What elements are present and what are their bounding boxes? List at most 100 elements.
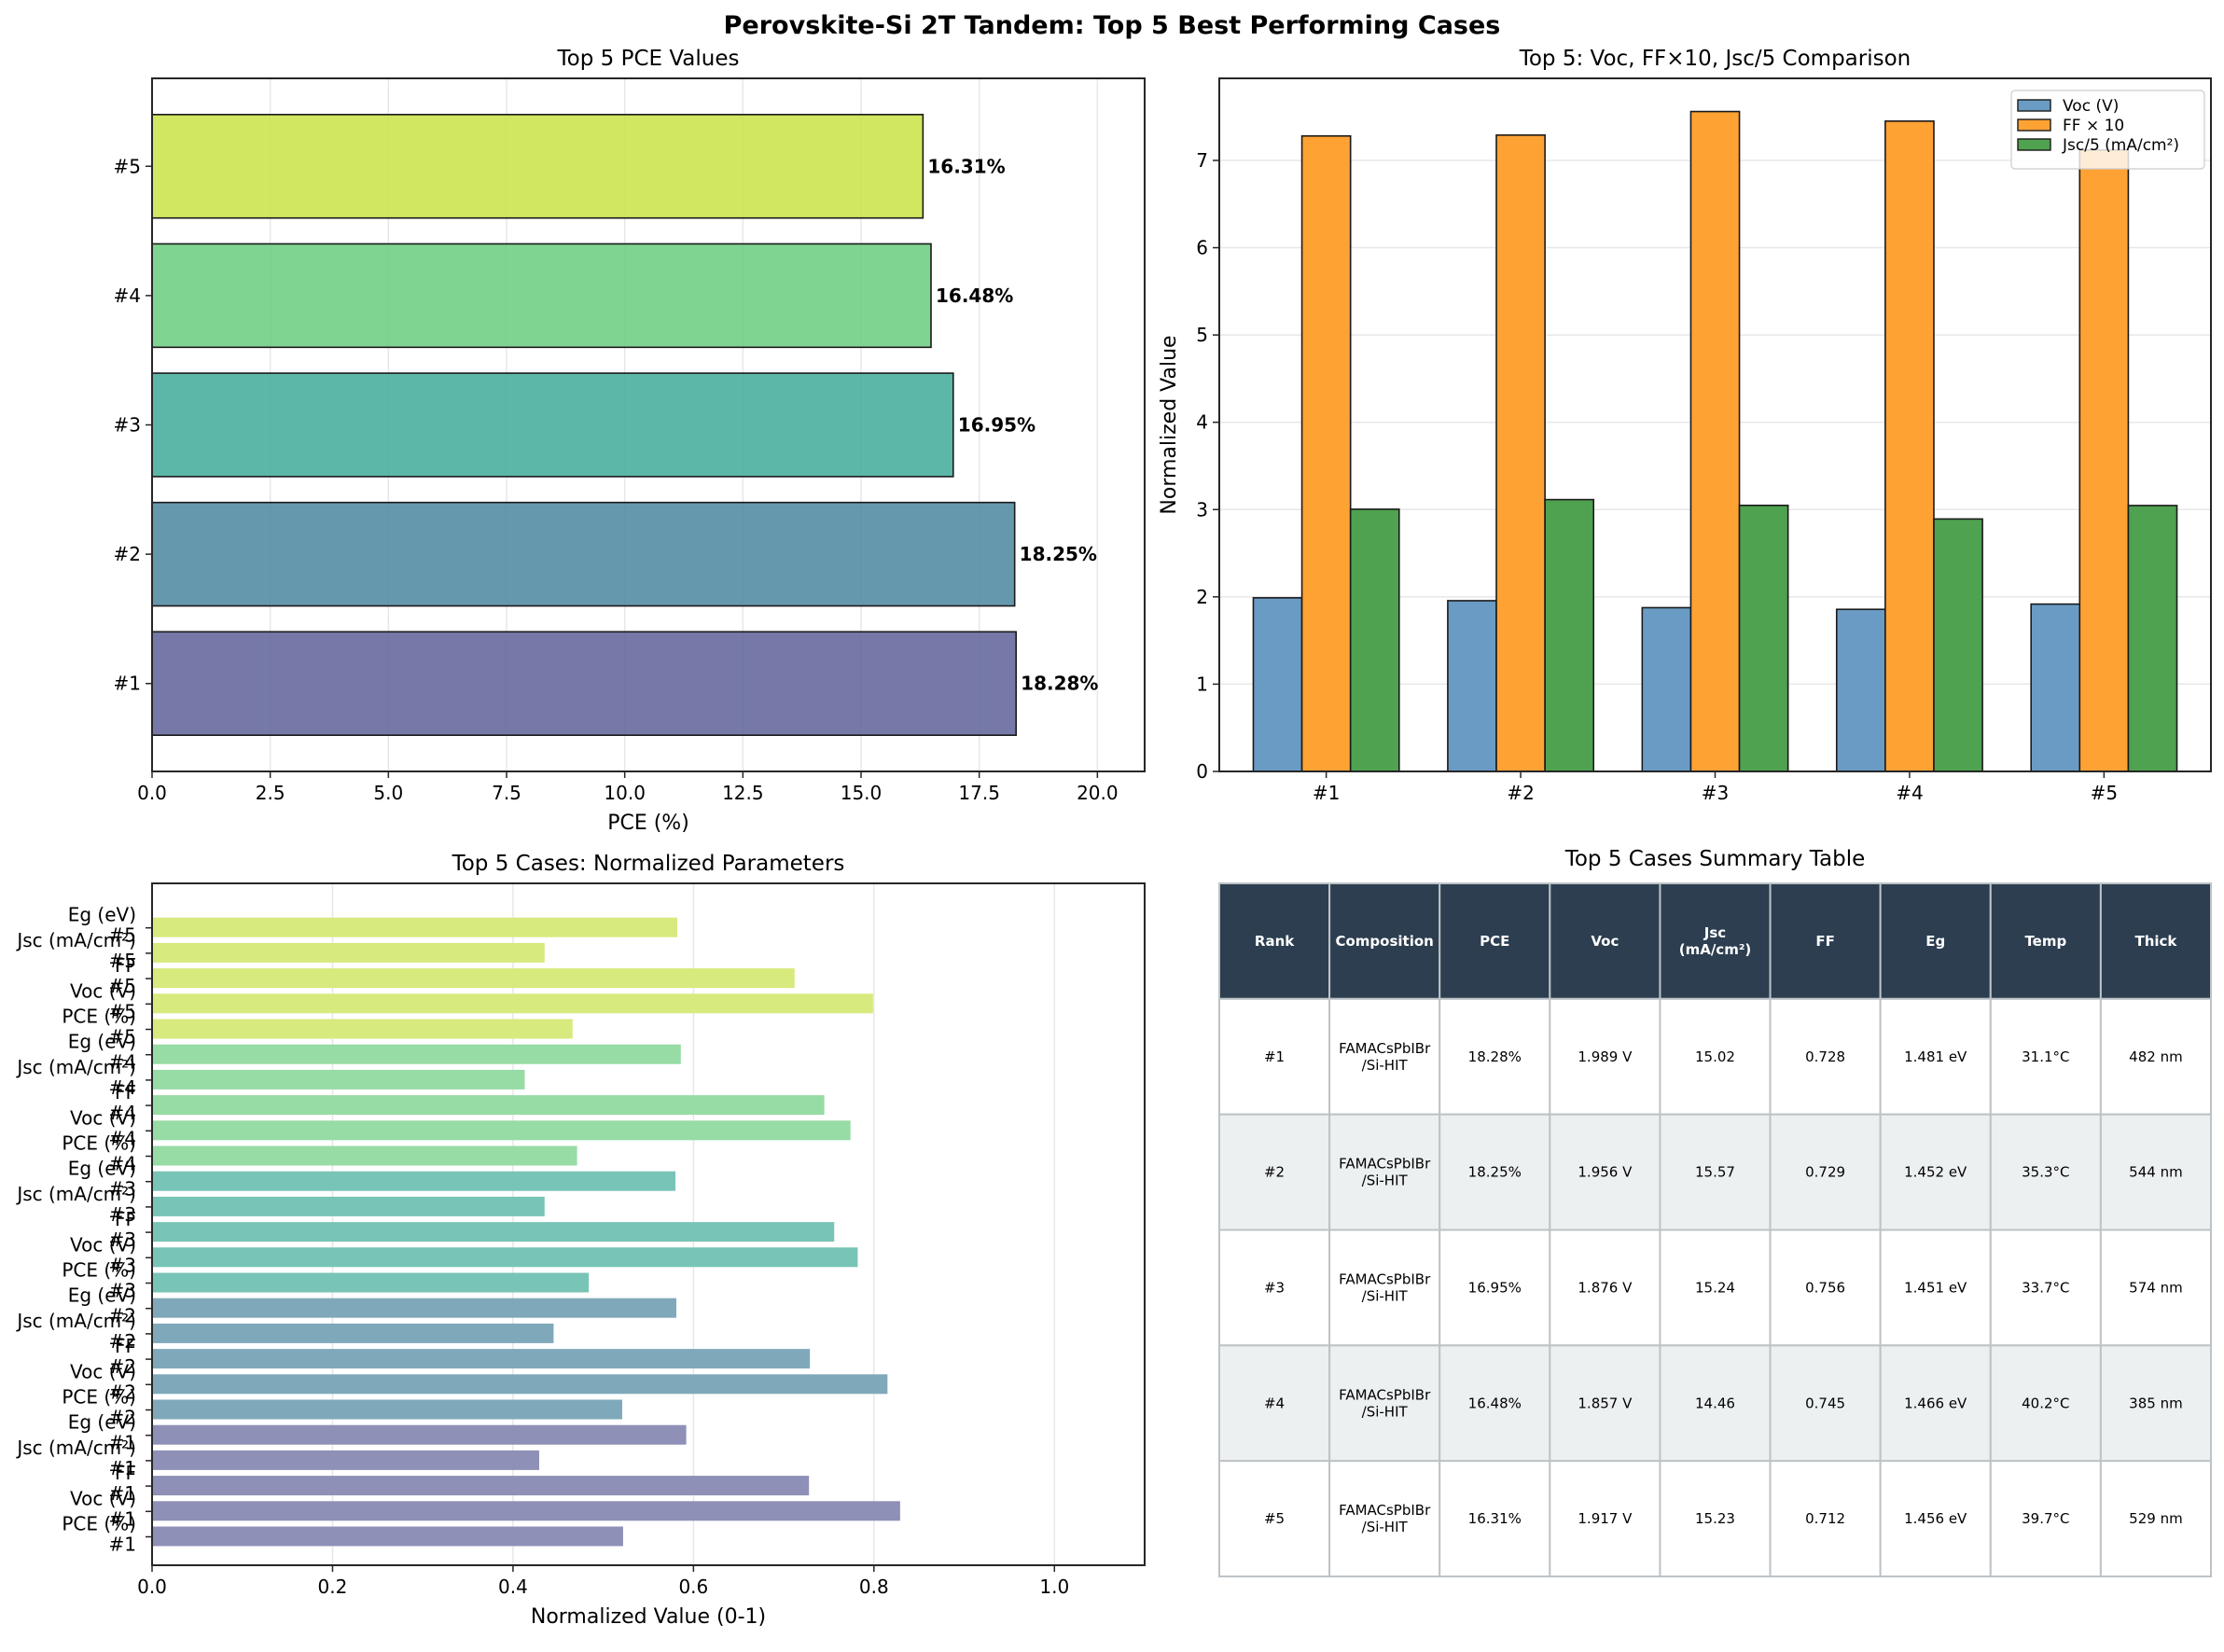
table-header-text-line: Rank [1255, 933, 1295, 950]
table-cell-text: FAMACsPbIBr/Si-HIT [1339, 1156, 1431, 1189]
normalized-param-label: Eg (eV) [68, 904, 136, 926]
table-row: #3 FAMACsPbIBr/Si-HIT 16.95% 1.876 V 15.24 0.… [1218, 1229, 2213, 1347]
table-cell [1439, 1460, 1551, 1577]
table-header-text: Eg [1925, 933, 1945, 950]
normalized-bar [152, 1399, 622, 1420]
table-cell-text: 35.3°C [2022, 1164, 2069, 1181]
normalized-case-label: #4 [109, 1102, 136, 1124]
pce-axes-frame [151, 77, 1146, 772]
table-cell-text: 1.857 V [1578, 1395, 1633, 1411]
normalized-case-label: #3 [109, 1178, 136, 1201]
normalized-bar [152, 1501, 900, 1521]
pce-bar [151, 243, 932, 349]
table-cell-text: #1 [1264, 1048, 1285, 1065]
normalized-param-label: PCE (%) [62, 1259, 136, 1282]
table-cell-text: 31.1°C [2022, 1048, 2069, 1065]
table-cell-text: 16.31% [1468, 1510, 1522, 1527]
table-cell-text-line: 0.756 [1805, 1279, 1845, 1296]
comparison-y-tick-label: 7 [1196, 149, 1208, 172]
table-header-text-line: Temp [2024, 933, 2066, 950]
table-header-text-line: PCE [1480, 933, 1509, 950]
table-cell-text-line: 385 nm [2129, 1395, 2183, 1411]
table-cell [2099, 1460, 2213, 1577]
table-header-text: Jsc (mA/cm²) [1679, 924, 1752, 958]
normalized-param-label: Voc (V) [70, 979, 136, 1002]
pce-x-tick-label: 5.0 [373, 782, 403, 804]
table-cell-text-line: /Si-HIT [1362, 1403, 1409, 1420]
table-header-text: FF [1815, 933, 1835, 950]
figure-suptitle: Perovskite-Si 2T Tandem: Top 5 Best Perf… [724, 11, 1501, 40]
normalized-bar [152, 1247, 858, 1268]
table-cell [1769, 1460, 1882, 1577]
table-cell [1989, 997, 2102, 1116]
table-header-text-line: Jsc [1703, 924, 1726, 941]
table-cell [1218, 997, 1331, 1116]
pce-bar-value-label: 16.31% [927, 155, 1005, 177]
table-cell-text: 15.23 [1695, 1510, 1735, 1527]
table-cell-text-line: 40.2°C [2022, 1395, 2069, 1411]
normalized-bar [152, 1044, 681, 1064]
table-cell-text-line: 15.02 [1695, 1048, 1735, 1065]
comparison-x-tick-label: #5 [2091, 782, 2118, 804]
normalized-bar [152, 993, 873, 1014]
table-cell-text: 1.989 V [1578, 1048, 1633, 1065]
pce-y-tick-label: #4 [114, 285, 141, 307]
table-cell-text: #2 [1264, 1164, 1285, 1181]
table-cell-text: 33.7°C [2022, 1279, 2069, 1296]
comparison-bar [1933, 518, 1983, 772]
table-cell-text: #5 [1264, 1510, 1285, 1527]
table-header-text: Thick [2134, 933, 2177, 950]
comparison-bar [1495, 134, 1546, 772]
pce-bar-value-label: 16.48% [936, 285, 1013, 307]
normalized-case-label: #3 [109, 1229, 136, 1251]
table-cell-text-line: FAMACsPbIBr [1339, 1040, 1431, 1057]
table-cell-text-line: 1.451 eV [1904, 1279, 1967, 1296]
normalized-case-label: #5 [109, 924, 136, 947]
table-header-cell [1989, 882, 2102, 1000]
table-header-text-line: FF [1815, 933, 1835, 950]
normalized-param-label: FF [115, 1462, 136, 1484]
table-header-cell [1439, 882, 1551, 1000]
normalized-param-label: PCE (%) [62, 1132, 136, 1155]
table-cell-text: 18.28% [1468, 1048, 1522, 1065]
table-cell-text-line: 1.481 eV [1904, 1048, 1967, 1065]
table-cell [1769, 1229, 1882, 1347]
pce-bar-value-label: 18.28% [1021, 673, 1098, 695]
table-header-row: Rank Composition PCE Voc Jsc (mA/cm²) FF Eg Temp… [1218, 882, 2213, 1000]
table-cell-text: 0.729 [1805, 1164, 1845, 1181]
table-header-text-line: Composition [1335, 933, 1433, 950]
table-cell-text: FAMACsPbIBr/Si-HIT [1339, 1270, 1431, 1304]
normalized-bar [152, 1196, 545, 1216]
comparison-y-tick-label: 6 [1196, 237, 1208, 259]
normalized-bar [152, 942, 545, 963]
table-cell [1659, 1344, 1772, 1463]
normalized-case-label: #2 [109, 1407, 136, 1429]
legend-entry-label: Jsc/5 (mA/cm²) [2062, 136, 2179, 155]
summary-table: Top 5 Cases Summary Table Rank Composition… [1218, 847, 2213, 1577]
table-cell-text-line: 31.1°C [2022, 1048, 2069, 1065]
table-cell-text: 1.452 eV [1904, 1164, 1967, 1181]
normalized-bar [152, 917, 677, 937]
table-cell-text: 574 nm [2129, 1279, 2183, 1296]
table-cell-text-line: #3 [1264, 1279, 1285, 1296]
normalized-case-label: #1 [109, 1457, 136, 1479]
table-cell [1769, 997, 1882, 1116]
table-cell-text: FAMACsPbIBr/Si-HIT [1339, 1040, 1431, 1074]
normalized-param-label: Eg (eV) [68, 1284, 136, 1307]
table-cell [1549, 997, 1661, 1116]
normalized-case-label: #1 [109, 1534, 136, 1556]
table-cell-text-line: 0.745 [1805, 1395, 1845, 1411]
normalized-bar [152, 1171, 676, 1191]
normalized-param-label: Jsc (mA/cm²) [15, 1310, 136, 1332]
normalized-case-label: #4 [109, 1153, 136, 1175]
table-cell-text-line: #1 [1264, 1048, 1285, 1065]
table-header-cell [2099, 882, 2213, 1000]
normalized-case-label: #2 [109, 1330, 136, 1353]
table-header-text-line: Thick [2134, 933, 2177, 950]
comparison-y-tick-label: 2 [1196, 586, 1208, 608]
normalized-param-label: Jsc (mA/cm²) [15, 1183, 136, 1205]
table-cell [1328, 1460, 1441, 1577]
pce-bar [151, 114, 924, 219]
normalized-axes-frame [151, 882, 1146, 1566]
